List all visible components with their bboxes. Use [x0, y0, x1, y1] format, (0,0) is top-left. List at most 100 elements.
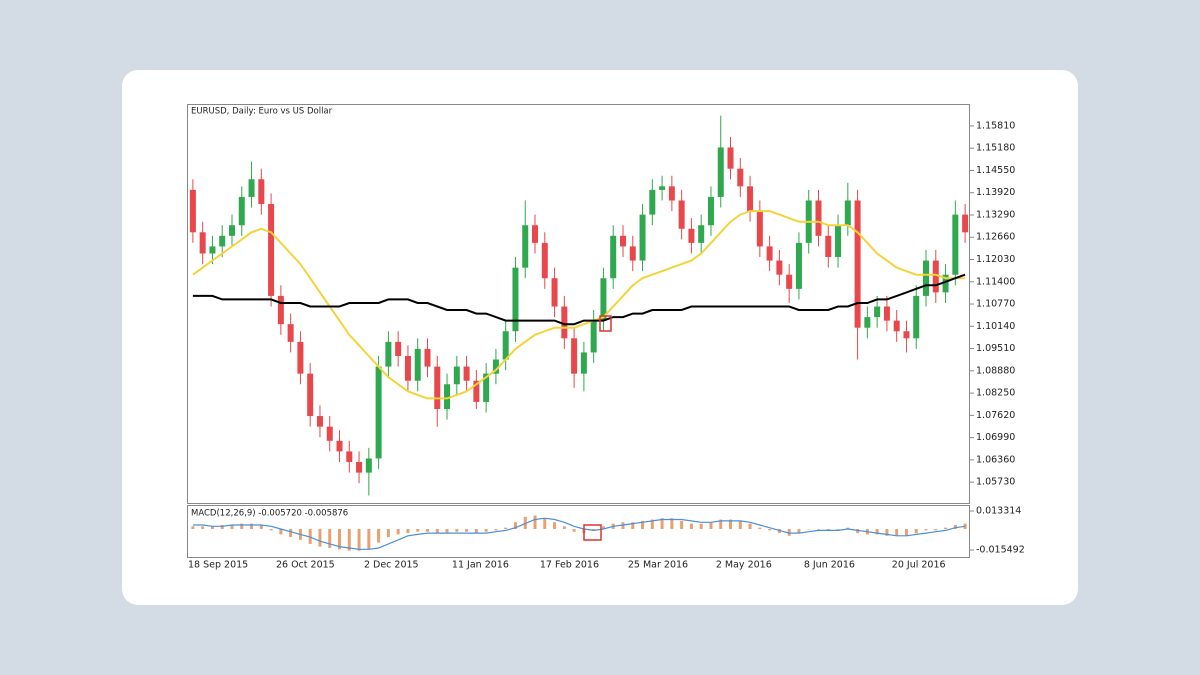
- macd-bar: [650, 519, 654, 530]
- candle-body: [717, 147, 724, 197]
- candle-body: [795, 242, 802, 289]
- macd-bar: [318, 529, 322, 547]
- candle-body: [541, 242, 548, 279]
- macd-bar: [944, 527, 948, 530]
- macd-bar: [250, 523, 254, 530]
- macd-bar: [875, 529, 879, 535]
- candle-body: [199, 232, 206, 254]
- macd-bar: [494, 529, 498, 531]
- macd-bar: [338, 529, 342, 550]
- candle-body: [571, 338, 578, 374]
- macd-bar: [660, 518, 664, 530]
- macd-bar: [230, 524, 234, 530]
- candle-body: [835, 225, 842, 258]
- candle-body: [590, 320, 597, 353]
- candle-body: [316, 416, 323, 427]
- macd-bar: [777, 529, 781, 534]
- candle-body: [307, 373, 314, 417]
- macd-bar: [963, 523, 967, 530]
- macd-bar: [220, 524, 224, 530]
- macd-bar: [807, 529, 811, 530]
- macd-frame: [187, 505, 970, 558]
- candle-body: [756, 211, 763, 247]
- candle-body: [561, 306, 568, 339]
- candle-body: [238, 196, 245, 226]
- candle-body: [365, 458, 372, 473]
- marks: 1.05730 1.06360 1.06990 1.07620 1.08250 1.088…: [188, 115, 1025, 571]
- macd-bar: [699, 523, 703, 530]
- x-tick-label: 25 Mar 2016: [628, 560, 688, 571]
- macd-bar: [758, 527, 762, 530]
- x-tick-label: 8 Jun 2016: [804, 560, 855, 571]
- macd-bar: [846, 527, 850, 530]
- macd-bar: [553, 522, 557, 530]
- macd-bar: [279, 529, 283, 535]
- macd-bar: [885, 529, 889, 536]
- x-tick-label: 2 Dec 2015: [364, 560, 419, 571]
- macd-bar: [240, 523, 244, 530]
- macd-bar: [729, 519, 733, 530]
- macd-bar: [357, 529, 361, 551]
- candle-body: [659, 186, 666, 190]
- macd-bar: [670, 518, 674, 530]
- candle-body: [962, 214, 969, 233]
- macd-bar: [797, 529, 801, 534]
- y-tick-label: 1.12030: [976, 254, 1015, 265]
- candle-body: [404, 355, 411, 381]
- macd-bar: [513, 522, 517, 530]
- candle-body: [483, 373, 490, 402]
- macd-bar: [269, 529, 273, 531]
- y-tick-label: 0.013314: [976, 506, 1021, 517]
- candle-body: [727, 147, 734, 169]
- macd-bar: [289, 529, 293, 538]
- candle-body: [639, 214, 646, 261]
- macd-bar: [328, 529, 332, 548]
- candle-body: [786, 274, 793, 289]
- candle-body: [424, 348, 431, 367]
- macd-bar: [210, 526, 214, 530]
- candle-body: [776, 260, 783, 275]
- macd-bar: [523, 516, 527, 530]
- macd-bar: [543, 518, 547, 530]
- macd-bar: [895, 529, 899, 536]
- macd-bar: [680, 520, 684, 530]
- macd-bar: [504, 527, 508, 530]
- candle-body: [649, 189, 656, 215]
- candle-body: [414, 348, 421, 381]
- candle-body: [913, 295, 920, 339]
- candle-body: [502, 331, 509, 360]
- moving-average-line: [192, 273, 966, 326]
- macd-bar: [562, 526, 566, 530]
- candle-body: [248, 179, 255, 197]
- x-tick-label: 18 Sep 2015: [188, 560, 248, 571]
- y-tick-label: 1.09510: [976, 343, 1015, 354]
- macd-bar: [719, 519, 723, 530]
- macd-bar: [416, 529, 420, 532]
- candle-body: [932, 260, 939, 293]
- candle-body: [844, 200, 851, 226]
- macd-bar: [924, 529, 928, 531]
- candle-body: [923, 260, 930, 296]
- macd-bar: [953, 524, 957, 530]
- macd-bar: [435, 529, 439, 534]
- candle-body: [532, 225, 539, 243]
- x-tick-label: 2 May 2016: [716, 560, 772, 571]
- macd-bar: [768, 529, 772, 531]
- candle-body: [619, 235, 626, 247]
- y-tick-label: 1.15810: [976, 120, 1015, 131]
- x-tick-label: 17 Feb 2016: [540, 560, 599, 571]
- candle-body: [453, 366, 460, 385]
- candle-body: [277, 295, 284, 325]
- y-tick-label: 1.15180: [976, 143, 1015, 154]
- candle-body: [864, 317, 871, 328]
- x-tick-label: 26 Oct 2015: [276, 560, 335, 571]
- macd-bar: [601, 526, 605, 530]
- candle-body: [825, 235, 832, 258]
- candle-body: [874, 306, 881, 318]
- candle-body: [629, 246, 636, 261]
- candle-body: [297, 341, 304, 374]
- candle-body: [492, 359, 499, 374]
- macd-bar: [904, 529, 908, 536]
- macd-bar: [592, 529, 596, 531]
- candle-body: [580, 352, 587, 374]
